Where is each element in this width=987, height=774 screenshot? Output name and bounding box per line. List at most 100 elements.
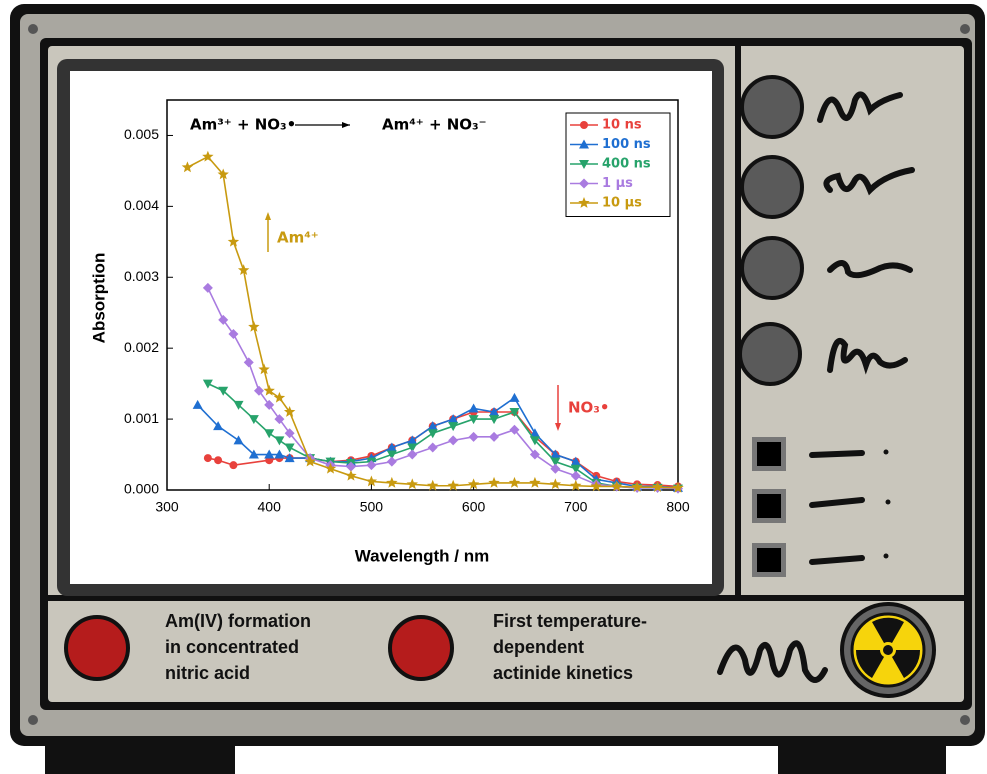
data-point: [509, 392, 520, 402]
dash: [809, 555, 865, 565]
knob: [740, 155, 804, 219]
data-point: [202, 150, 214, 162]
legend-marker: [578, 197, 590, 208]
caption-line: First temperature-: [493, 611, 647, 631]
x-axis-title: Wavelength / nm: [355, 546, 489, 565]
data-point: [570, 479, 582, 491]
data-point: [550, 457, 561, 467]
data-point: [264, 429, 275, 439]
data-point: [508, 476, 521, 488]
data-point: [284, 453, 295, 463]
data-point: [468, 403, 479, 413]
data-point: [509, 424, 520, 435]
red-button[interactable]: [64, 615, 130, 681]
data-point: [529, 449, 540, 460]
data-point: [529, 476, 541, 488]
dot: [883, 553, 889, 559]
screw: [28, 24, 38, 34]
square-button-face: [757, 442, 781, 466]
annotation-arrowhead: [555, 423, 561, 431]
data-point: [488, 476, 500, 488]
data-point: [181, 161, 194, 173]
data-point: [218, 314, 229, 325]
caption-line: dependent: [493, 637, 584, 657]
x-tick-label: 800: [666, 499, 690, 515]
data-point: [610, 480, 623, 492]
reaction-left: Am³⁺ + NO₃•: [190, 116, 296, 134]
radiation-button[interactable]: [840, 602, 936, 698]
x-tick-label: 400: [258, 499, 282, 515]
y-axis-title: Absorption: [89, 253, 108, 344]
data-point: [283, 406, 296, 417]
data-point: [406, 478, 418, 490]
data-point: [258, 363, 270, 375]
reaction-arrowhead: [342, 122, 350, 128]
data-point: [448, 422, 459, 432]
data-point: [284, 428, 295, 439]
square-button-face: [757, 548, 781, 572]
scribbles: [717, 91, 915, 683]
legend-label: 10 ns: [602, 118, 642, 133]
data-point: [570, 470, 581, 481]
data-point: [202, 282, 213, 293]
legend-marker: [580, 121, 588, 129]
caption-line: Am(IV) formation: [165, 611, 311, 631]
reaction-right: Am⁴⁺ + NO₃⁻: [382, 116, 487, 134]
data-point: [264, 449, 275, 459]
data-point: [284, 443, 295, 453]
data-point: [549, 478, 562, 490]
data-point: [248, 449, 259, 459]
data-point: [274, 436, 285, 446]
data-point: [218, 386, 229, 396]
data-point: [529, 436, 540, 446]
dash: [809, 497, 865, 508]
knob: [740, 75, 804, 139]
legend-marker: [579, 160, 589, 169]
data-point: [263, 384, 275, 396]
square-buttons: [752, 437, 786, 577]
data-point: [366, 460, 377, 471]
data-point: [274, 414, 285, 425]
data-point: [427, 442, 438, 453]
legend-label: 100 ns: [602, 137, 651, 152]
annotation-arrowhead: [265, 212, 271, 220]
caption-line: actinide kinetics: [493, 663, 633, 683]
legend-label: 400 ns: [602, 157, 651, 172]
y-tick-label: 0.005: [124, 126, 159, 142]
data-point: [345, 461, 356, 472]
data-point: [237, 264, 250, 276]
data-point: [550, 449, 561, 459]
data-point: [202, 379, 213, 389]
data-point: [570, 464, 581, 474]
data-point: [233, 400, 244, 410]
scribble: [717, 640, 828, 683]
knob: [738, 322, 802, 386]
y-tick-label: 0.001: [124, 410, 159, 426]
annotation: Am⁴⁺: [277, 229, 319, 247]
data-point: [386, 476, 398, 488]
data-point: [386, 456, 397, 467]
red-button[interactable]: [388, 615, 454, 681]
plot: 300 400 500 600 700 800 0.000 0.001 0.002 0.003 0.…: [124, 99, 690, 515]
scribble: [823, 167, 915, 196]
data-point: [447, 479, 459, 491]
data-point: [651, 481, 664, 493]
data-point: [386, 450, 397, 460]
data-point: [509, 408, 520, 417]
dash: [809, 450, 865, 458]
knob: [740, 236, 804, 300]
data-point: [213, 421, 224, 431]
dot: [885, 499, 891, 505]
data-point: [264, 399, 275, 410]
data-point: [365, 475, 378, 487]
data-point: [448, 435, 459, 446]
data-point: [672, 481, 684, 493]
data-point: [273, 391, 286, 403]
data-point: [248, 320, 260, 332]
y-tick-label: 0.004: [124, 197, 159, 213]
data-point: [274, 449, 285, 459]
data-point: [631, 481, 643, 493]
data-point: [427, 429, 438, 439]
screw: [28, 715, 38, 725]
